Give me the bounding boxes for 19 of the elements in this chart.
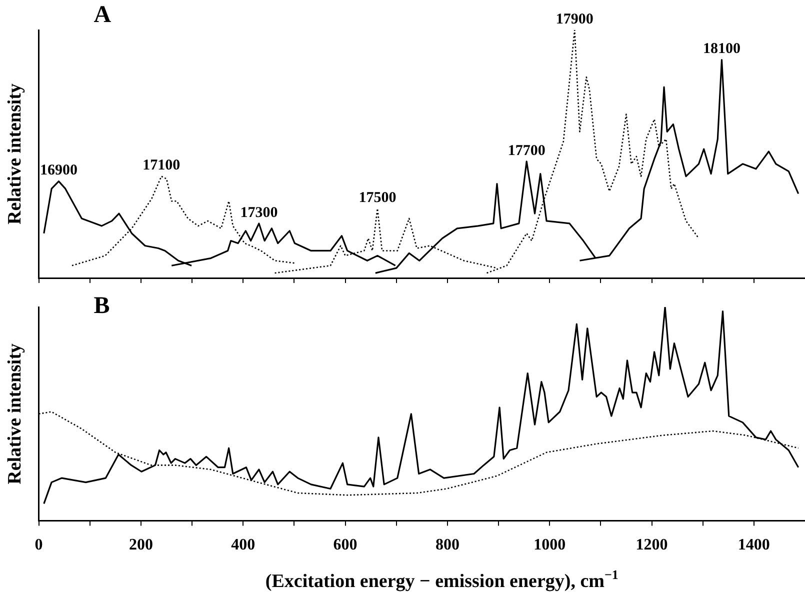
x-tick-label: 1400 (738, 536, 770, 554)
chart-title: B (94, 293, 110, 320)
series-label: 17500 (358, 190, 396, 206)
x-tick-label: 800 (435, 536, 460, 554)
series-label: 18100 (702, 41, 740, 58)
x-tick-label: 1200 (636, 536, 668, 554)
series-label: 17900 (556, 11, 594, 28)
y-axis-title: Relative intensity (4, 83, 26, 224)
x-tick-label: 200 (128, 536, 153, 554)
x-tick-label: 0 (34, 536, 43, 554)
series-label: 16900 (40, 162, 78, 179)
x-tick-label: 600 (333, 536, 358, 554)
chart-title: A (94, 2, 112, 28)
y-axis-title: Relative intensity (4, 342, 26, 484)
series-label: 17100 (142, 158, 180, 174)
series-label: 17300 (240, 204, 278, 221)
x-tick-label: 400 (231, 536, 256, 554)
series-label: 17700 (508, 142, 546, 159)
x-tick-label: 1000 (534, 536, 566, 554)
